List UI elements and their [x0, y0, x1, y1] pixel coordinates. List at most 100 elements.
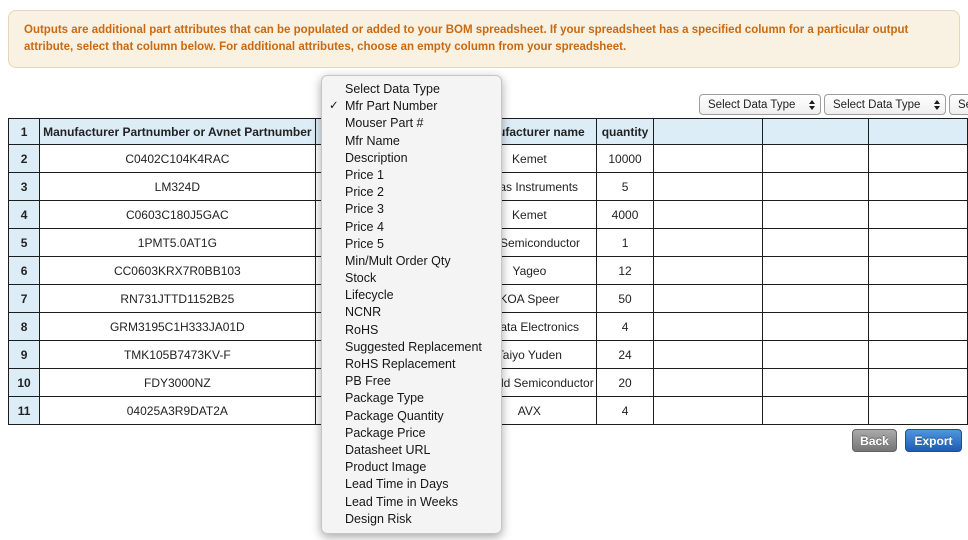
row-number-cell: 10 — [7, 368, 41, 397]
select-updown-arrows-icon — [934, 99, 940, 110]
table-cell — [762, 396, 870, 425]
menu-item[interactable]: Stock — [322, 270, 501, 287]
menu-item[interactable]: Price 5 — [322, 236, 501, 253]
outputs-info-text: Outputs are additional part attributes t… — [24, 24, 909, 53]
menu-item-label: Mfr Part Number — [345, 99, 438, 114]
table-cell: 5 — [595, 172, 655, 201]
table-cell: 4 — [595, 396, 655, 425]
menu-item[interactable]: Mfr Name — [322, 133, 501, 150]
menu-item[interactable]: Select Data Type — [322, 81, 501, 98]
menu-item-label: Product Image — [345, 460, 427, 475]
menu-item-label: Package Price — [345, 425, 426, 440]
table-cell: LM324D — [39, 172, 316, 201]
table-cell — [868, 172, 968, 201]
menu-item[interactable]: Lifecycle — [322, 287, 501, 304]
row-number-cell: 5 — [7, 228, 41, 257]
menu-item[interactable]: Description — [322, 150, 501, 167]
output-column-select-3[interactable]: Select Data Type — [949, 94, 968, 115]
outputs-info-banner: Outputs are additional part attributes t… — [8, 10, 960, 68]
header-cell: quantity — [595, 118, 655, 145]
menu-item[interactable]: Suggested Replacement — [322, 339, 501, 356]
output-column-select-1-value: Select Data Type — [708, 98, 796, 111]
table-cell — [653, 228, 764, 257]
menu-item[interactable]: Datasheet URL — [322, 442, 501, 459]
table-cell — [868, 368, 968, 397]
table-cell: 4000 — [595, 200, 655, 229]
table-cell — [653, 144, 764, 173]
table-cell: GRM3195C1H333JA01D — [39, 312, 316, 341]
menu-item[interactable]: Lead Time in Weeks — [322, 494, 501, 511]
table-cell: C0402C104K4RAC — [39, 144, 316, 173]
menu-item[interactable]: RoHS — [322, 322, 501, 339]
menu-item-label: Package Type — [345, 391, 424, 406]
menu-item-label: Lifecycle — [345, 288, 394, 303]
menu-item-label: Package Quantity — [345, 408, 444, 423]
data-type-menu: Select Data Type ✓ Mfr Part Number Mouser P… — [321, 75, 502, 534]
table-cell — [762, 256, 870, 285]
output-column-select-3-value: Select Data Type — [958, 98, 968, 111]
row-number-cell: 11 — [7, 396, 41, 425]
table-cell: ON Semiconductor — [462, 228, 597, 257]
menu-item[interactable]: Design Risk — [322, 511, 501, 528]
back-button-label: Back — [860, 433, 889, 448]
menu-item[interactable]: Package Quantity — [322, 408, 501, 425]
menu-item-label: Design Risk — [345, 511, 412, 526]
table-cell: 50 — [595, 284, 655, 313]
row-number-cell: 3 — [7, 172, 41, 201]
checkmark-icon: ✓ — [329, 100, 339, 113]
table-cell — [868, 144, 968, 173]
table-cell: TMK105B7473KV-F — [39, 340, 316, 369]
menu-item-label: RoHS — [345, 322, 379, 337]
menu-item-label: RoHS Replacement — [345, 357, 456, 371]
table-cell — [762, 368, 870, 397]
row-number-cell: 7 — [7, 284, 41, 313]
table-cell — [762, 312, 870, 341]
output-column-select-2[interactable]: Select Data Type — [824, 94, 946, 115]
menu-item-label: Lead Time in Weeks — [345, 494, 459, 509]
menu-item[interactable]: Price 3 — [322, 201, 501, 218]
menu-item[interactable]: ✓ Mfr Part Number — [322, 98, 501, 115]
output-column-select-2-value: Select Data Type — [833, 98, 921, 111]
menu-item-label: Stock — [345, 271, 377, 286]
header-cell — [653, 118, 764, 145]
export-button-label: Export — [914, 433, 953, 448]
table-cell — [653, 396, 764, 425]
menu-item-label: PB Free — [345, 374, 391, 389]
menu-item[interactable]: Price 2 — [322, 184, 501, 201]
menu-item[interactable]: Price 4 — [322, 219, 501, 236]
row-number-cell: 9 — [7, 340, 41, 369]
table-cell — [653, 200, 764, 229]
table-cell: 20 — [595, 368, 655, 397]
table-cell: CC0603KRX7R0BB103 — [39, 256, 316, 285]
table-cell — [653, 312, 764, 341]
back-button[interactable]: Back — [852, 429, 897, 452]
table-cell: 24 — [595, 340, 655, 369]
export-button[interactable]: Export — [905, 429, 962, 452]
header-cell: Manufacturer Partnumber or Avnet Partnum… — [39, 118, 316, 145]
menu-item[interactable]: PB Free — [322, 373, 501, 390]
menu-item[interactable]: Min/Mult Order Qty — [322, 253, 501, 270]
menu-item[interactable]: NCNR — [322, 304, 501, 321]
menu-item[interactable]: Mouser Part # — [322, 115, 501, 132]
menu-item[interactable]: Price 1 — [322, 167, 501, 184]
menu-item[interactable]: Package Type — [322, 390, 501, 407]
header-cell — [762, 118, 870, 145]
row-number-cell: 2 — [7, 144, 41, 173]
table-cell — [868, 284, 968, 313]
menu-item[interactable]: RoHS Replacement — [322, 356, 501, 373]
row-number-cell: 1 — [7, 118, 41, 145]
table-cell — [868, 200, 968, 229]
menu-item-label: Price 4 — [345, 219, 384, 234]
menu-item[interactable]: Lead Time in Days — [322, 476, 501, 493]
menu-item[interactable]: Product Image — [322, 459, 501, 476]
table-cell — [653, 340, 764, 369]
row-number-cell: 6 — [7, 256, 41, 285]
row-number-cell: 4 — [7, 200, 41, 229]
menu-item[interactable]: Package Price — [322, 425, 501, 442]
row-number-cell: 8 — [7, 312, 41, 341]
table-cell: 12 — [595, 256, 655, 285]
table-cell — [762, 340, 870, 369]
select-updown-arrows-icon — [809, 99, 815, 110]
output-column-select-1[interactable]: Select Data Type — [699, 94, 821, 115]
